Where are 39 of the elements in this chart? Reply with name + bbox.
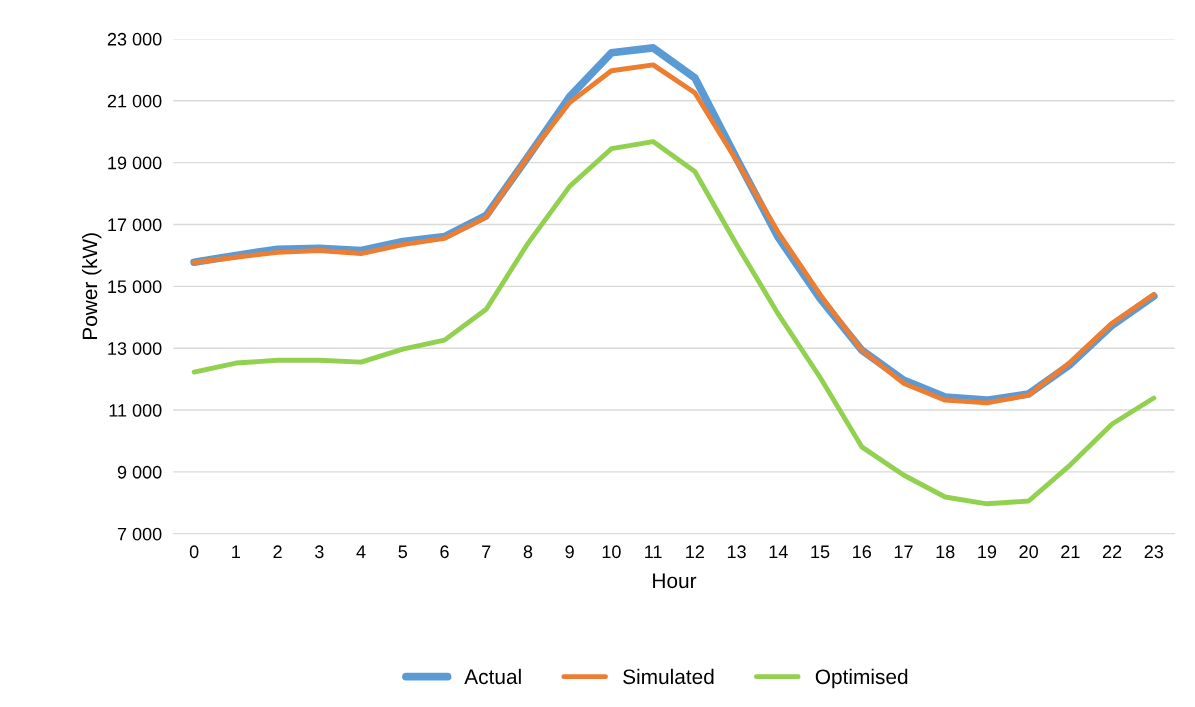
y-tick-label: 13 000 <box>108 342 162 355</box>
y-tick-label: 19 000 <box>108 156 162 170</box>
legend-label: Actual <box>464 668 521 685</box>
x-tick-label: 11 <box>645 545 662 558</box>
x-tick-label: 4 <box>356 545 366 558</box>
line-series <box>191 139 1157 507</box>
x-tick-label: 14 <box>769 545 788 558</box>
x-tick-label: 2 <box>273 545 282 558</box>
x-tick-label: 15 <box>811 545 830 559</box>
legend-label: Simulated <box>623 668 714 685</box>
y-tick-label: 7 000 <box>117 527 162 541</box>
x-tick-label: 23 <box>1144 545 1164 559</box>
x-tick-label: 0 <box>189 545 199 559</box>
x-tick-label: 12 <box>686 545 704 558</box>
x-tick-label: 7 <box>482 545 491 558</box>
y-tick-label: 23 000 <box>107 32 162 46</box>
y-tick-label: 21 000 <box>107 94 162 108</box>
x-tick-label: 19 <box>978 545 997 559</box>
x-tick-label: 5 <box>398 545 408 559</box>
x-tick-label: 16 <box>853 545 871 559</box>
x-tick-label: 18 <box>936 545 955 559</box>
x-tick-label: 17 <box>894 545 913 558</box>
y-tick-label: 17 000 <box>108 218 162 232</box>
y-tick-label: 9 000 <box>117 465 162 479</box>
x-tick-label: 13 <box>727 545 746 559</box>
x-tick-label: 21 <box>1061 545 1080 558</box>
y-tick-label: 11 000 <box>109 403 162 417</box>
legend-label: Optimised <box>815 668 908 689</box>
x-tick-label: 20 <box>1019 545 1038 559</box>
y-axis-title: Power (kW) <box>81 233 102 340</box>
x-tick-label: 1 <box>232 545 240 558</box>
x-tick-label: 3 <box>314 545 324 559</box>
x-axis-title: Hour <box>653 573 697 589</box>
x-tick-label: 8 <box>523 545 533 559</box>
x-tick-label: 9 <box>565 545 574 559</box>
x-tick-label: 22 <box>1102 545 1122 558</box>
x-tick-label: 10 <box>602 545 621 559</box>
y-tick-label: 15 000 <box>108 280 162 294</box>
x-tick-label: 6 <box>440 545 449 559</box>
